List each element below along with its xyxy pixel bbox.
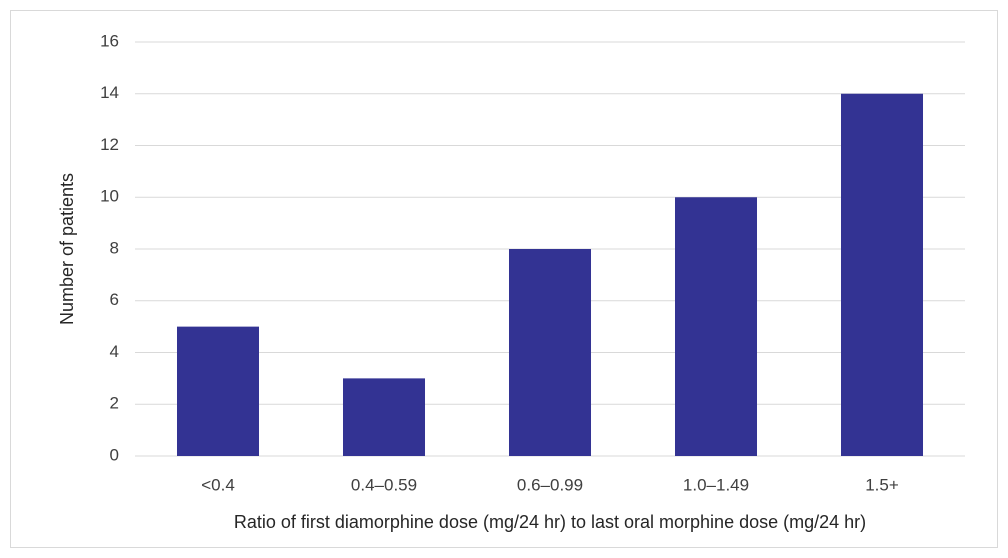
x-tick-label: <0.4 bbox=[201, 475, 235, 494]
x-tick-label: 1.0–1.49 bbox=[683, 475, 749, 494]
y-tick-label: 0 bbox=[110, 445, 119, 464]
chart-border bbox=[10, 10, 998, 548]
bar bbox=[342, 378, 426, 456]
y-axis-title: Number of patients bbox=[57, 173, 77, 325]
y-tick-label: 2 bbox=[110, 394, 119, 413]
x-axis-title: Ratio of first diamorphine dose (mg/24 h… bbox=[234, 512, 866, 532]
x-tick-label: 0.4–0.59 bbox=[351, 475, 417, 494]
y-tick-label: 6 bbox=[110, 290, 119, 309]
y-tick-label: 16 bbox=[100, 31, 119, 50]
x-tick-label: 1.5+ bbox=[865, 475, 899, 494]
y-tick-label: 12 bbox=[100, 135, 119, 154]
bar bbox=[508, 249, 592, 456]
y-tick-label: 10 bbox=[100, 187, 119, 206]
bar bbox=[674, 197, 758, 456]
y-tick-label: 4 bbox=[110, 342, 119, 361]
x-tick-label: 0.6–0.99 bbox=[517, 475, 583, 494]
bar bbox=[176, 326, 260, 456]
y-tick-label: 14 bbox=[100, 83, 119, 102]
bar bbox=[840, 93, 924, 456]
y-tick-label: 8 bbox=[110, 238, 119, 257]
